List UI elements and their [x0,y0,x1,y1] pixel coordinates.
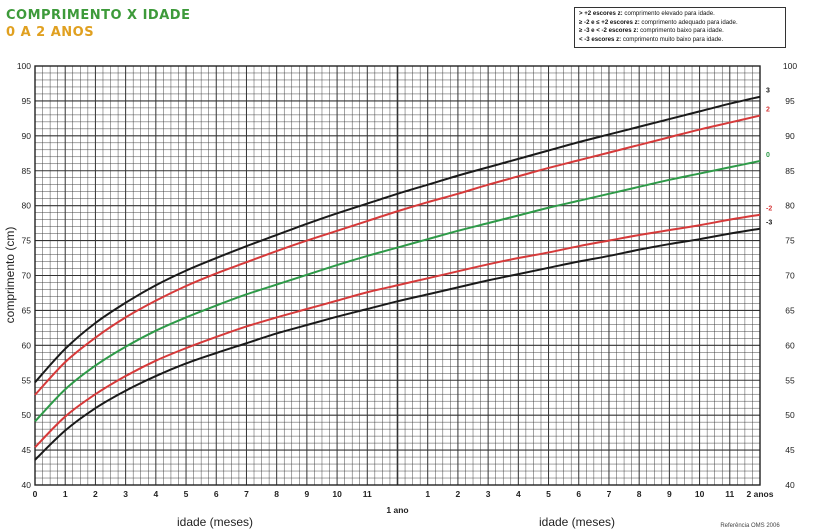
x-tick-label: 11 [725,489,734,499]
x-tick-label: 7 [607,489,612,499]
x-tick-label: 6 [214,489,219,499]
y-tick-label-left: 45 [22,445,32,455]
x-tick-label: 10 [332,489,342,499]
x-tick-label: 4 [153,489,158,499]
y-tick-label-right: 70 [785,271,795,281]
legend-box: > +2 escores z: comprimento elevado para… [574,7,786,48]
x-tick-label: 1 [425,489,430,499]
y-tick-label-right: 55 [785,375,795,385]
year-label-1: 1 ano [386,505,408,515]
y-tick-label-left: 90 [22,131,32,141]
x-tick-label: 0 [33,489,38,499]
curves: 3 2 0 -2 -3 [34,88,772,461]
y-axis-label: comprimento (cm) [3,227,17,324]
y-tick-label-left: 75 [22,236,32,246]
y-tick-label-right: 75 [785,236,795,246]
x-tick-label: 11 [363,489,372,499]
x-tick-label: 7 [244,489,249,499]
x-tick-label: 3 [486,489,491,499]
y-tick-label-right: 65 [785,305,795,315]
legend-entry: ≥ -3 e < -2 escores z: comprimento baixo… [579,27,724,35]
x-tick-label: 1 [63,489,68,499]
x-axis-label-year1: idade (meses) [177,515,253,529]
x-tick-label: 5 [184,489,189,499]
x-tick-label: 2 [456,489,461,499]
x-tick-label: 3 [123,489,128,499]
y-tick-label-left: 65 [22,305,32,315]
series-line-2 [34,114,761,396]
year-label-2: 2 anos [747,489,774,499]
legend-entry: < -3 escores z: comprimento muito baixo … [579,35,724,43]
x-tick-label: 8 [274,489,279,499]
y-tick-label-left: 40 [22,480,32,490]
y-tick-label-right: 90 [785,131,795,141]
y-tick-label-left: 95 [22,96,32,106]
y-tick-label-right: 100 [783,61,797,71]
y-tick-label-right: 50 [785,410,795,420]
chart-title: COMPRIMENTO X IDADE [6,8,191,23]
series-line-1 [34,95,761,384]
y-tick-label-left: 60 [22,340,32,350]
chart-subtitle: 0 A 2 ANOS [6,25,95,40]
legend-entry: > +2 escores z: comprimento elevado para… [579,10,715,17]
y-tick-label-right: 40 [785,480,795,490]
grid [34,65,761,486]
legend-entry: ≥ -2 e ≤ +2 escores z: comprimento adequ… [579,18,738,26]
series-line-3 [34,159,761,423]
x-tick-label: 10 [695,489,705,499]
y-tick-label-right: 45 [785,445,795,455]
y-tick-label-left: 55 [22,375,32,385]
series-line-4 [34,213,761,448]
y-tick-label-left: 70 [22,271,32,281]
x-tick-label: 6 [576,489,581,499]
x-tick-label: 9 [305,489,310,499]
y-tick-label-left: 50 [22,410,32,420]
x-tick-label: 8 [637,489,642,499]
series-label-3: 0 [766,152,770,159]
x-tick-label: 4 [516,489,521,499]
series-label-4: -2 [766,206,772,213]
x-tick-label: 9 [667,489,672,499]
x-axis-label-year2: idade (meses) [539,515,615,529]
y-tick-label-left: 85 [22,166,32,176]
series-line-5 [34,227,761,461]
series-label-5: -3 [766,220,772,227]
x-tick-label: 2 [93,489,98,499]
y-tick-label-left: 100 [17,61,31,71]
y-tick-label-right: 80 [785,201,795,211]
series-label-1: 3 [766,88,770,95]
plot-frame [34,65,761,486]
y-tick-label-right: 60 [785,340,795,350]
y-tick-label-right: 85 [785,166,795,176]
reference-note: Referência OMS 2006 [720,523,780,529]
y-tick-label-right: 95 [785,96,795,106]
series-label-2: 2 [766,107,770,114]
y-tick-label-left: 80 [22,201,32,211]
x-tick-label: 5 [546,489,551,499]
